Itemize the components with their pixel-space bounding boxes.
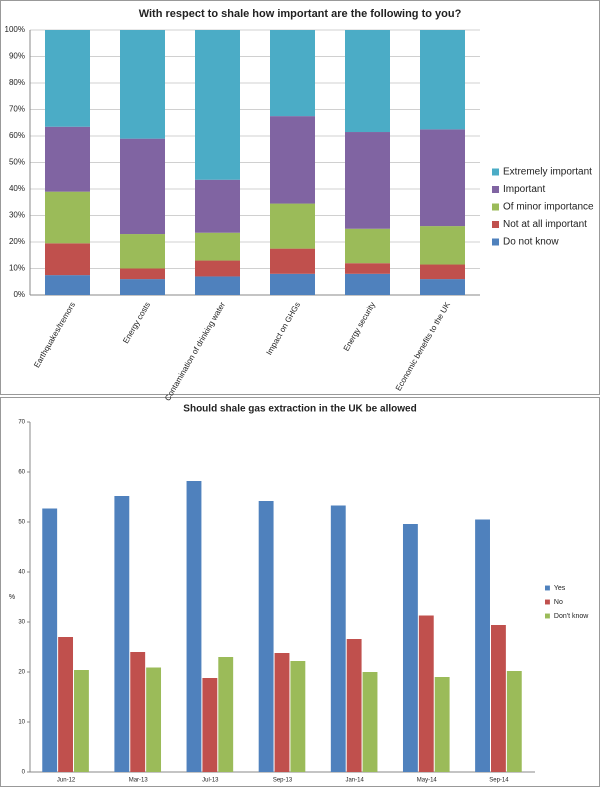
bar: [434, 677, 450, 772]
bar: [258, 501, 274, 772]
legend-swatch: [545, 585, 550, 591]
bar-segment: [195, 260, 240, 277]
legend-label: Do not know: [503, 237, 559, 248]
bar-segment: [420, 264, 465, 280]
bar-segment: [195, 276, 240, 295]
bar: [146, 667, 162, 772]
legend-label: Yes: [554, 585, 566, 592]
bar: [42, 508, 58, 772]
bar-segment: [345, 263, 390, 274]
y-tick-label: 90%: [9, 52, 25, 61]
legend-swatch: [492, 168, 499, 176]
bar-segment: [45, 126, 90, 192]
y-tick-label: 80%: [9, 78, 25, 87]
y-tick-label: 70%: [9, 105, 25, 114]
bar-segment: [195, 30, 240, 180]
legend-swatch: [492, 186, 499, 193]
y-tick-label: 40: [18, 570, 25, 576]
y-tick-label: 0: [22, 770, 26, 776]
bar-segment: [420, 129, 465, 227]
bar: [475, 519, 490, 772]
legend-label: Not at all important: [503, 219, 587, 230]
bar: [346, 639, 362, 772]
y-tick-label: 0%: [13, 290, 25, 299]
bar: [402, 524, 418, 772]
bar-segment: [45, 191, 90, 244]
bar-segment: [420, 226, 465, 265]
y-tick-label: 60%: [9, 131, 25, 140]
bar-segment: [270, 273, 315, 295]
bar: [114, 496, 130, 772]
x-tick-label: Jul-13: [202, 778, 219, 784]
y-tick-label: 40%: [9, 184, 25, 193]
bar-segment: [195, 179, 240, 233]
bar: [218, 657, 234, 772]
bar-segment: [345, 273, 390, 295]
bar-segment: [45, 30, 90, 127]
legend-label: No: [554, 599, 563, 606]
x-tick-label: Jun-12: [57, 778, 76, 784]
bar-segment: [45, 275, 90, 295]
bar: [506, 671, 522, 772]
bar-segment: [45, 243, 90, 276]
bar-segment: [120, 234, 165, 269]
bar-segment: [120, 279, 165, 295]
legend-swatch: [492, 221, 499, 228]
x-tick-label: Sep-14: [489, 778, 509, 784]
legend-label: Of minor importance: [503, 202, 594, 213]
chart-title: With respect to shale how important are …: [139, 8, 462, 20]
bar-segment: [420, 279, 465, 295]
bar-segment: [345, 132, 390, 229]
legend-label: Don't know: [554, 613, 589, 620]
x-tick-label: Jan-14: [345, 778, 364, 784]
bar: [418, 615, 434, 772]
bar-segment: [120, 138, 165, 235]
legend-label: Extremely important: [503, 167, 592, 178]
y-tick-label: 70: [18, 420, 25, 426]
legend-label: Important: [503, 184, 545, 195]
bar: [202, 678, 218, 772]
y-tick-label: 10%: [9, 264, 25, 273]
bar-segment: [270, 248, 315, 274]
legend-swatch: [545, 599, 550, 605]
y-tick-label: 100%: [5, 25, 25, 34]
bar: [490, 625, 506, 772]
y-tick-label: 60: [18, 470, 25, 476]
bar: [290, 661, 306, 772]
bar-segment: [120, 30, 165, 139]
bar-segment: [270, 116, 315, 204]
y-tick-label: 50%: [9, 158, 25, 167]
chart-title: Should shale gas extraction in the UK be…: [183, 404, 416, 415]
x-tick-label: May-14: [417, 778, 438, 784]
bar-segment: [420, 30, 465, 130]
bar-segment: [270, 203, 315, 249]
y-tick-label: 50: [18, 520, 25, 526]
bar: [130, 652, 146, 772]
bar: [330, 505, 346, 772]
bar: [74, 670, 89, 772]
bar-segment: [195, 232, 240, 261]
bar-segment: [345, 228, 390, 264]
legend-swatch: [492, 203, 499, 211]
bar-segment: [270, 30, 315, 117]
y-tick-label: 30%: [9, 211, 25, 220]
x-tick-label: Sep-13: [273, 778, 293, 784]
bar: [58, 637, 74, 772]
bar: [274, 653, 290, 772]
y-axis-label: %: [9, 594, 15, 601]
y-tick-label: 20%: [9, 237, 25, 246]
bar-segment: [120, 268, 165, 280]
bar: [186, 481, 202, 772]
y-tick-label: 10: [18, 720, 25, 726]
legend-swatch: [492, 238, 499, 246]
bar: [362, 672, 378, 772]
bar-segment: [345, 30, 390, 133]
y-tick-label: 30: [18, 620, 25, 626]
y-tick-label: 20: [18, 670, 25, 676]
x-tick-label: Mar-13: [129, 778, 149, 784]
legend-swatch: [545, 613, 550, 619]
